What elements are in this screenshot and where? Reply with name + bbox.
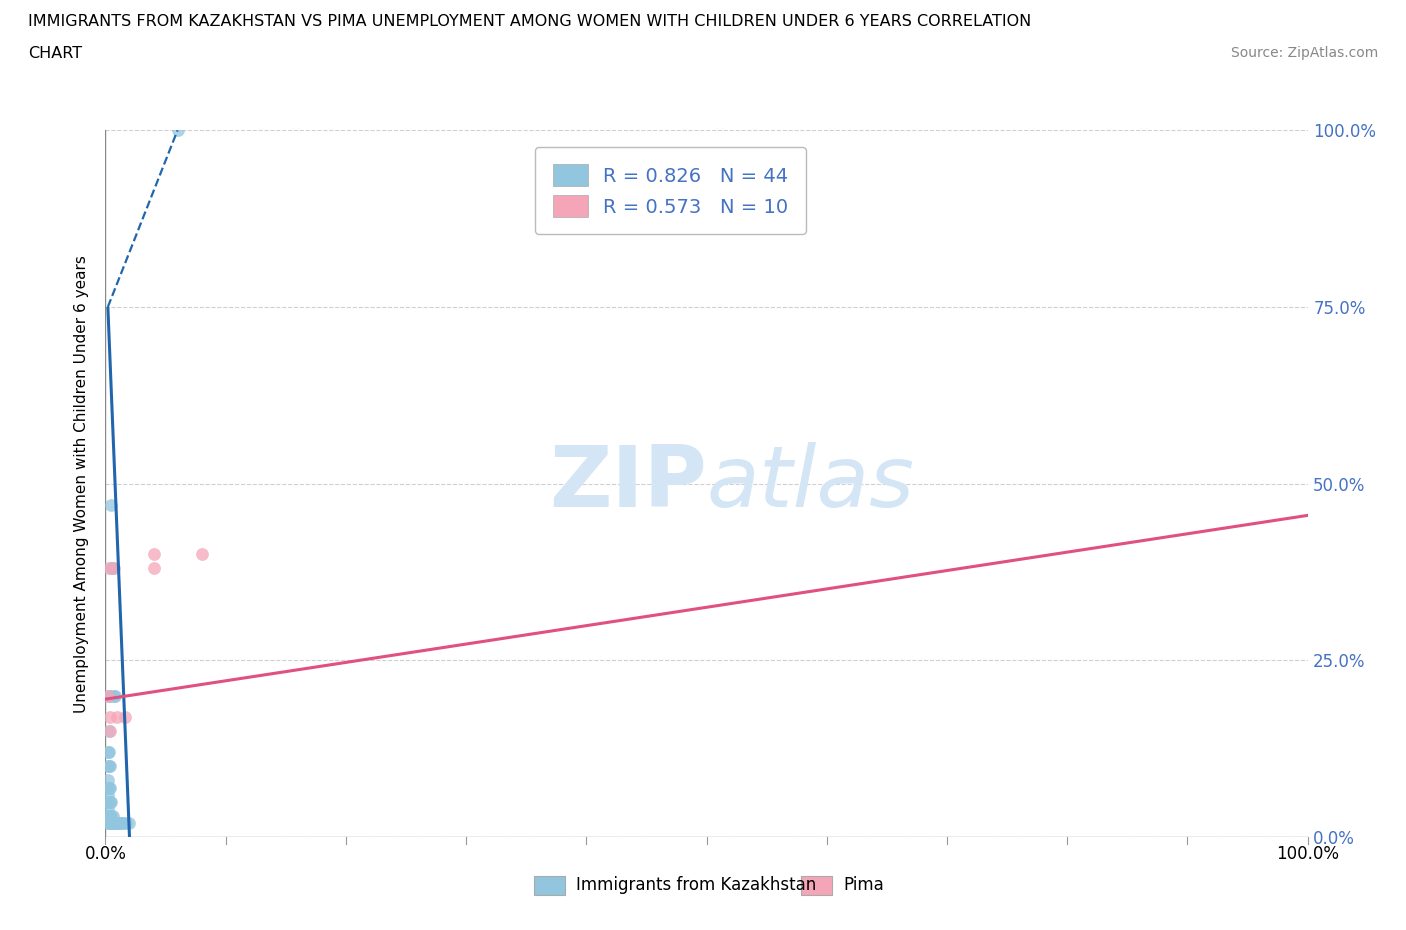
Point [107, 816, 129, 830]
Point [112, 816, 135, 830]
Point [104, 688, 127, 703]
Point [108, 816, 131, 830]
Point [103, 688, 125, 703]
Point [101, 816, 124, 830]
Point [97, 787, 120, 802]
Point [98, 724, 121, 738]
Y-axis label: Unemployment Among Women with Children Under 6 years: Unemployment Among Women with Children U… [75, 255, 90, 712]
Point [100, 561, 122, 576]
Point [98, 688, 121, 703]
Point [104, 816, 127, 830]
Text: CHART: CHART [28, 46, 82, 61]
Point [98, 688, 121, 703]
Point [107, 816, 129, 830]
Text: Pima: Pima [844, 876, 884, 895]
Point [98, 794, 121, 809]
Point [103, 816, 125, 830]
Point [98, 710, 121, 724]
Point [98, 724, 121, 738]
Point [97, 802, 120, 817]
Point [97, 816, 120, 830]
Point [97, 780, 120, 795]
Point [101, 561, 124, 576]
Point [190, 547, 212, 562]
Point [98, 759, 121, 774]
Text: Immigrants from Kazakhstan: Immigrants from Kazakhstan [576, 876, 817, 895]
Point [98, 759, 121, 774]
Point [103, 561, 125, 576]
Point [118, 816, 141, 830]
Text: Source: ZipAtlas.com: Source: ZipAtlas.com [1230, 46, 1378, 60]
Point [98, 745, 121, 760]
Point [166, 123, 188, 138]
Point [98, 780, 121, 795]
Point [98, 816, 121, 830]
Legend: R = 0.826   N = 44, R = 0.573   N = 10: R = 0.826 N = 44, R = 0.573 N = 10 [536, 147, 806, 234]
Point [97, 745, 120, 760]
Point [98, 794, 121, 809]
Point [107, 710, 129, 724]
Point [105, 816, 128, 830]
Point [98, 808, 121, 823]
Point [97, 773, 120, 788]
Point [115, 816, 138, 830]
Point [98, 561, 121, 576]
Point [97, 688, 120, 703]
Point [97, 808, 120, 823]
Point [97, 759, 120, 774]
Point [98, 808, 121, 823]
Point [97, 794, 120, 809]
Text: IMMIGRANTS FROM KAZAKHSTAN VS PIMA UNEMPLOYMENT AMONG WOMEN WITH CHILDREN UNDER : IMMIGRANTS FROM KAZAKHSTAN VS PIMA UNEMP… [28, 14, 1032, 29]
Point [142, 547, 165, 562]
Point [101, 808, 124, 823]
Point [100, 498, 122, 512]
Point [110, 816, 132, 830]
Point [98, 816, 121, 830]
Point [100, 816, 122, 830]
Text: atlas: atlas [707, 442, 914, 525]
Point [114, 710, 136, 724]
Point [100, 808, 122, 823]
Point [142, 561, 165, 576]
Point [98, 780, 121, 795]
Point [100, 794, 122, 809]
Text: ZIP: ZIP [548, 442, 707, 525]
